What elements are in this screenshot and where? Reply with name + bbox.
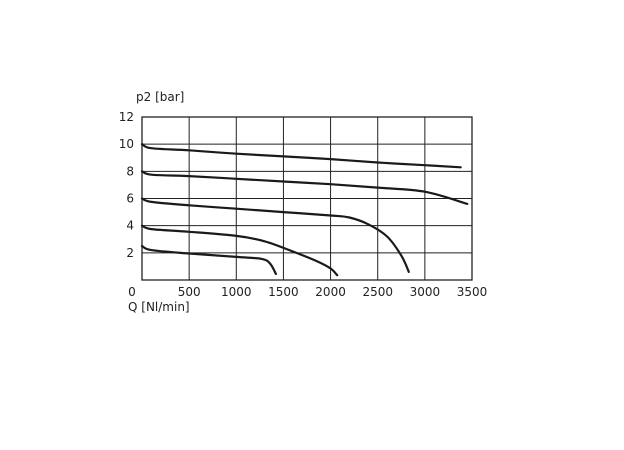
x-tick-label: 2000 [315, 285, 346, 299]
x-tick-label: 3000 [410, 285, 441, 299]
x-tick-label: 2500 [362, 285, 393, 299]
series-line [140, 244, 277, 275]
y-tick-label: 10 [119, 137, 134, 151]
y-tick-label: 4 [126, 219, 134, 233]
x-tick-label: 0 [128, 285, 136, 299]
y-axis-label: p2 [bar] [136, 90, 184, 104]
y-tick-label: 8 [126, 164, 134, 178]
y-tick-label: 2 [126, 246, 134, 260]
chart-ticks: 0 500 1000 1500 2000 2500 3000 3500 2 4 6 8 10 12 [119, 110, 488, 299]
x-tick-label: 500 [178, 285, 201, 299]
x-tick-label: 1000 [221, 285, 252, 299]
series-line [140, 143, 462, 169]
series-line [140, 170, 469, 205]
x-tick-label: 1500 [268, 285, 299, 299]
series-line [140, 197, 410, 273]
series-line [140, 224, 339, 277]
chart-grid [141, 116, 473, 281]
y-tick-label: 12 [119, 110, 134, 124]
chart-series [140, 143, 469, 277]
y-tick-label: 6 [126, 192, 134, 206]
x-axis-label: Q [Nl/min] [128, 300, 190, 314]
x-tick-label: 3500 [457, 285, 488, 299]
